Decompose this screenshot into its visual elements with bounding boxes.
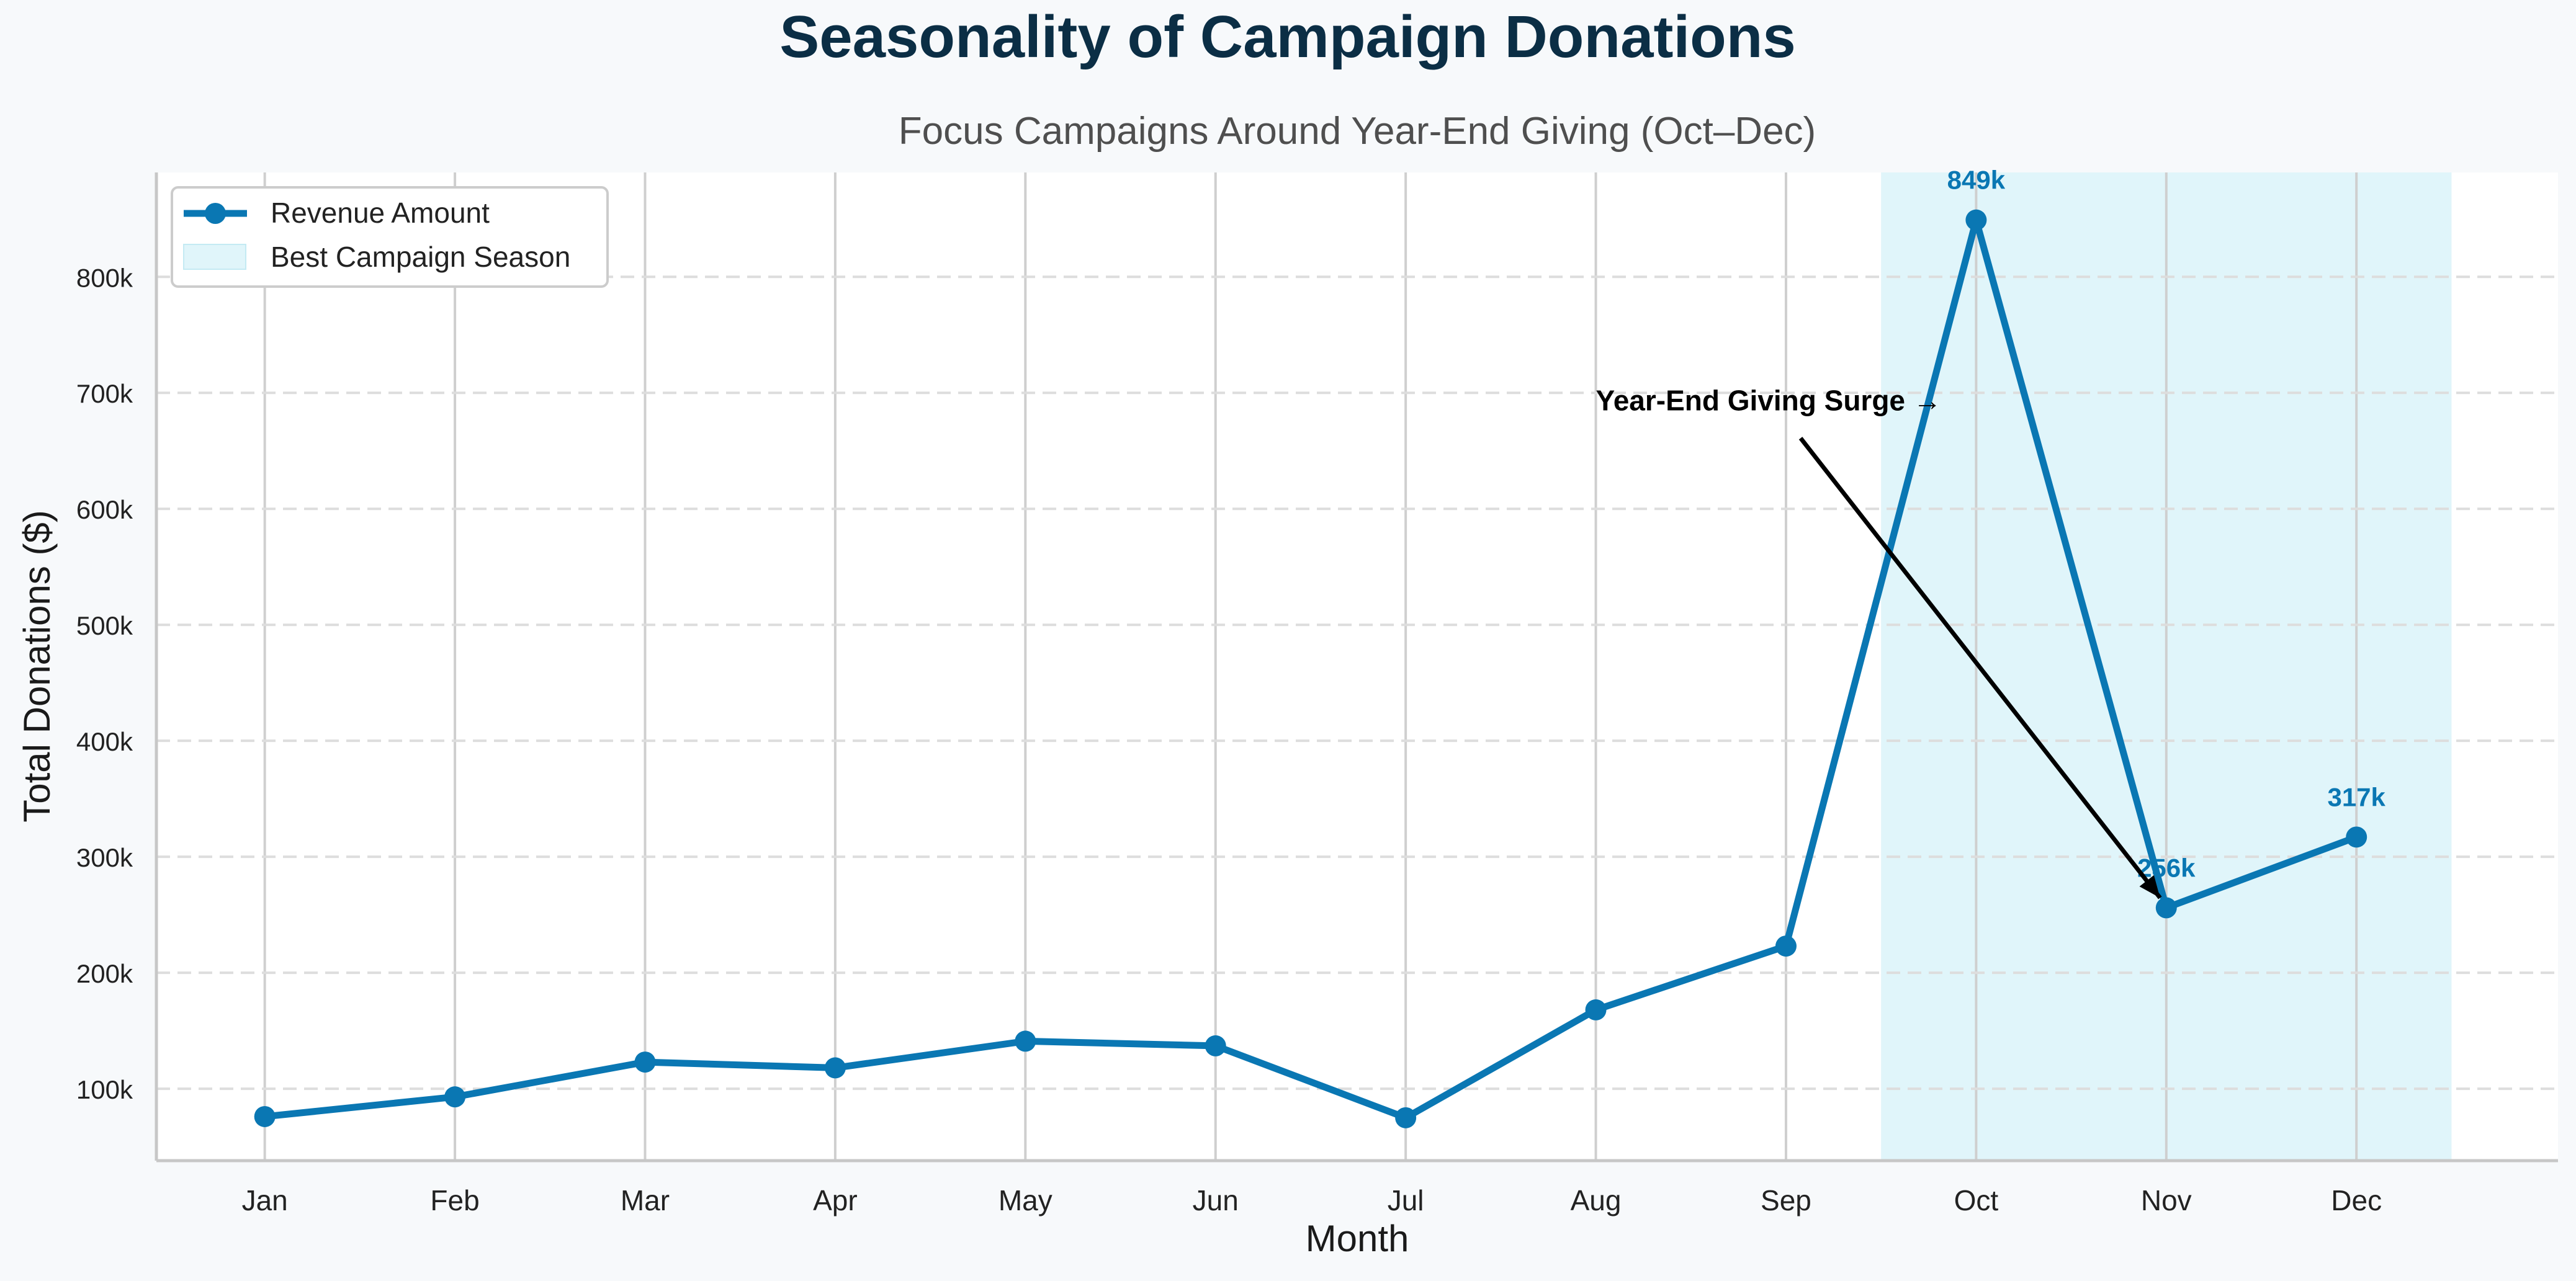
data-point <box>1015 1030 1036 1052</box>
data-point <box>634 1051 656 1073</box>
x-tick-label: Feb <box>430 1184 479 1216</box>
y-tick-label: 300k <box>76 843 133 872</box>
annotation-text: Year-End Giving Surge → <box>1596 384 1942 416</box>
y-axis-label: Total Donations ($) <box>16 510 58 823</box>
y-tick-label: 200k <box>76 959 133 988</box>
chart-title: Seasonality of Campaign Donations <box>779 4 1796 70</box>
data-point <box>2346 826 2367 848</box>
x-tick-label: Sep <box>1761 1184 1811 1216</box>
legend-label-best-season: Best Campaign Season <box>271 241 570 273</box>
plot-area: Jan Feb Mar Apr May Jun Jul Aug Sep Oct Nov Dec 100k… <box>76 166 2558 1216</box>
annotation-arrow-line <box>1798 437 2162 899</box>
y-tick-label: 500k <box>76 611 133 640</box>
data-point <box>1965 209 1987 231</box>
x-tick-label: Mar <box>621 1184 670 1216</box>
x-tick-label: Nov <box>2141 1184 2192 1216</box>
data-label: 256k <box>2137 853 2196 882</box>
data-point <box>254 1105 276 1127</box>
legend-band-swatch <box>183 244 246 270</box>
legend-box <box>171 186 609 288</box>
x-tick-label: Apr <box>813 1184 858 1216</box>
x-tick-label: Dec <box>2331 1184 2382 1216</box>
x-tick-label: Aug <box>1571 1184 1622 1216</box>
data-point <box>444 1086 466 1108</box>
data-point <box>1395 1107 1417 1128</box>
chart-subtitle: Focus Campaigns Around Year-End Giving (… <box>899 110 1816 153</box>
x-tick-label: May <box>999 1184 1052 1216</box>
data-point <box>1585 999 1607 1020</box>
data-label: 317k <box>2327 782 2385 811</box>
x-tick-label: Oct <box>1954 1184 1999 1216</box>
data-point <box>2155 897 2177 919</box>
x-tick-label: Jun <box>1193 1184 1239 1216</box>
data-point <box>1775 935 1797 957</box>
legend-marker-swatch <box>205 203 226 224</box>
annotation-arrow-head <box>2139 875 2160 898</box>
y-tick-label: 800k <box>76 263 133 292</box>
data-point <box>824 1057 846 1079</box>
legend-label-revenue: Revenue Amount <box>271 197 490 229</box>
y-tick-label: 400k <box>76 727 133 756</box>
y-tick-label: 700k <box>76 379 133 408</box>
y-tick-label: 600k <box>76 495 133 524</box>
series-line-revenue <box>261 216 2360 1122</box>
data-label: 849k <box>1947 166 2006 195</box>
data-point <box>1205 1035 1226 1056</box>
x-tick-label: Jan <box>242 1184 288 1216</box>
x-tick-label: Jul <box>1388 1184 1424 1216</box>
y-tick-label: 100k <box>76 1075 133 1104</box>
x-axis-label: Month <box>1306 1218 1409 1259</box>
